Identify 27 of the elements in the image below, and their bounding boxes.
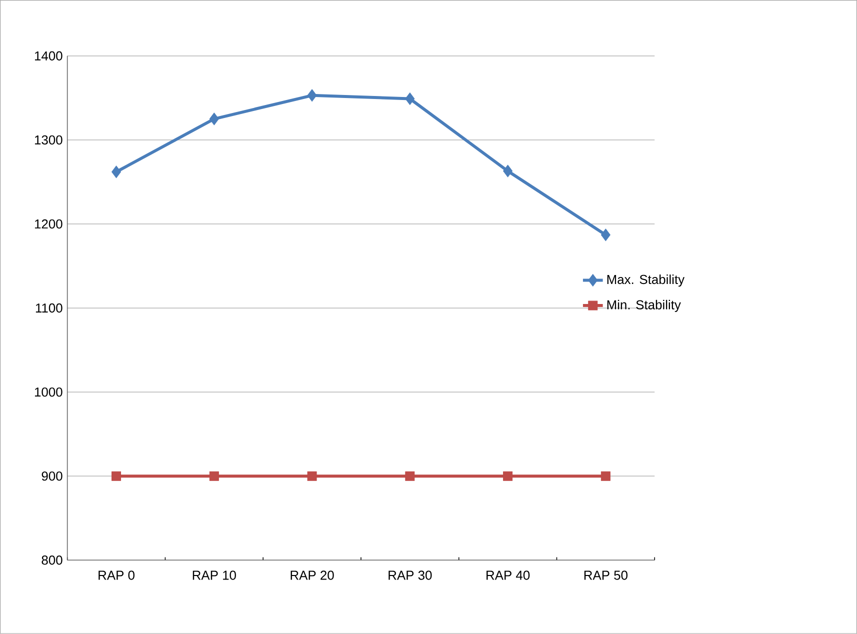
x-tick-label: RAP 20 — [290, 570, 334, 580]
point — [307, 471, 317, 481]
x-tick-label: RAP 50 — [584, 570, 628, 580]
point — [209, 471, 219, 481]
y-tick-label: 800 — [42, 556, 62, 565]
point — [209, 112, 219, 126]
legend-label: Min. Stability — [607, 300, 681, 312]
y-tick-label: 1200 — [34, 219, 62, 229]
y-tick-label: 1000 — [34, 388, 62, 397]
y-tick-label: 900 — [42, 472, 62, 481]
y-tick-label: 1400 — [34, 51, 62, 61]
point — [503, 471, 513, 481]
point — [503, 164, 513, 178]
point — [307, 89, 317, 102]
point — [405, 471, 415, 481]
point — [112, 166, 122, 178]
y-tick-label: 1300 — [34, 135, 62, 145]
x-tick-label: RAP 30 — [388, 570, 432, 580]
legend-label: Max. Stability — [607, 274, 685, 287]
x-tick-label: RAP 40 — [486, 570, 530, 580]
point — [600, 471, 610, 481]
x-tick-label: RAP 0 — [98, 570, 134, 580]
point — [405, 92, 415, 106]
point — [112, 471, 122, 481]
x-tick-label: RAP 10 — [192, 570, 236, 580]
point — [600, 228, 610, 242]
y-tick-label: 1100 — [36, 303, 62, 313]
